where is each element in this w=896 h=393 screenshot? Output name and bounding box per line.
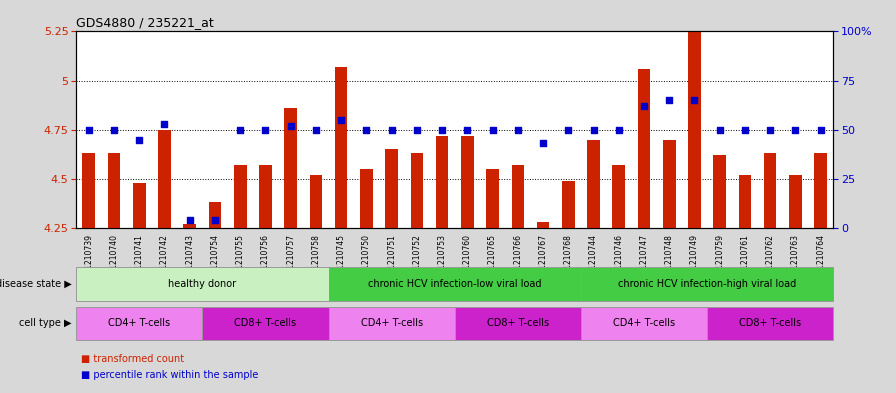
Text: chronic HCV infection-high viral load: chronic HCV infection-high viral load [618,279,797,289]
Point [536,140,550,147]
Point [258,127,272,133]
Bar [108,153,120,228]
Bar [329,267,581,301]
Text: cell type ▶: cell type ▶ [19,318,72,328]
Bar [184,224,196,228]
Bar [76,307,202,340]
Point [662,97,676,103]
Bar [435,136,448,228]
Bar [335,67,348,228]
Point [384,127,399,133]
Bar [587,140,599,228]
Text: CD8+ T-cells: CD8+ T-cells [487,318,549,328]
Bar [789,175,802,228]
Bar [284,108,297,228]
Text: CD4+ T-cells: CD4+ T-cells [108,318,170,328]
Bar [259,165,271,228]
Point [561,127,575,133]
Point [461,127,475,133]
Bar [310,175,323,228]
Point [486,127,500,133]
Point [687,97,702,103]
Bar [707,307,833,340]
Point [158,121,172,127]
Point [208,217,222,223]
Bar [814,153,827,228]
Text: CD4+ T-cells: CD4+ T-cells [613,318,675,328]
Bar [455,307,581,340]
Bar [512,165,524,228]
Point [107,127,121,133]
Bar [329,307,454,340]
Point [814,127,828,133]
Bar [202,307,329,340]
Bar [487,169,499,228]
Point [712,127,727,133]
Bar [688,31,701,228]
Bar [76,267,329,301]
Point [788,127,803,133]
Bar [133,183,145,228]
Point [435,127,449,133]
Bar [234,165,246,228]
Point [183,217,197,223]
Bar [209,202,221,228]
Bar [410,153,423,228]
Point [233,127,247,133]
Point [763,127,778,133]
Text: CD8+ T-cells: CD8+ T-cells [739,318,801,328]
Point [132,136,146,143]
Bar [360,169,373,228]
Point [283,123,297,129]
Point [359,127,374,133]
Bar [562,181,574,228]
Text: healthy donor: healthy donor [168,279,237,289]
Bar [385,149,398,228]
Bar [764,153,777,228]
Bar [713,155,726,228]
Point [82,127,96,133]
Bar [613,165,625,228]
Bar [638,69,650,228]
Bar [581,267,833,301]
Point [612,127,626,133]
Text: chronic HCV infection-low viral load: chronic HCV infection-low viral load [368,279,541,289]
Bar [159,130,171,228]
Text: disease state ▶: disease state ▶ [0,279,72,289]
Bar [537,222,549,228]
Bar [461,136,474,228]
Point [309,127,323,133]
Bar [581,307,707,340]
Text: CD8+ T-cells: CD8+ T-cells [235,318,297,328]
Text: GDS4880 / 235221_at: GDS4880 / 235221_at [76,16,214,29]
Point [637,103,651,109]
Bar [82,153,95,228]
Bar [663,140,676,228]
Point [334,117,349,123]
Point [511,127,525,133]
Text: ■ percentile rank within the sample: ■ percentile rank within the sample [81,370,258,380]
Text: ■ transformed count: ■ transformed count [81,354,184,364]
Point [737,127,752,133]
Point [586,127,600,133]
Text: CD4+ T-cells: CD4+ T-cells [360,318,423,328]
Point [409,127,424,133]
Bar [738,175,751,228]
